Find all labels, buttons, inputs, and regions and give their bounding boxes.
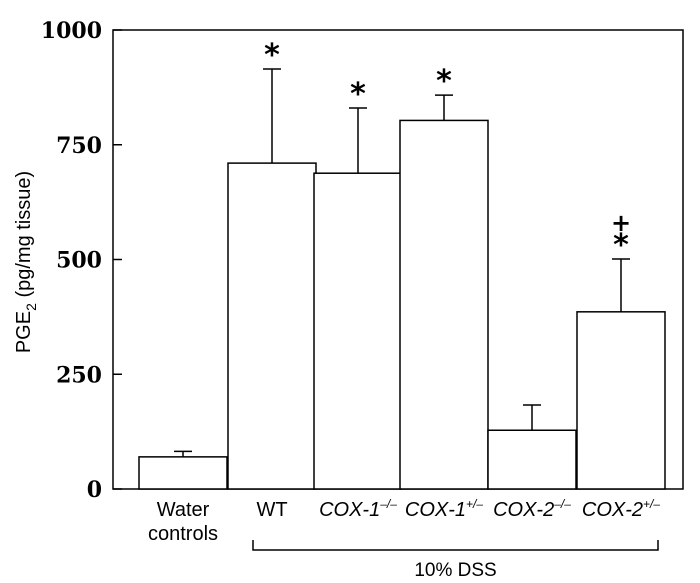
significance-plus: + bbox=[611, 209, 631, 237]
y-tick-label: 0 bbox=[87, 477, 102, 503]
bar bbox=[487, 429, 577, 490]
group-bracket-line bbox=[252, 540, 659, 551]
y-tick-label: 250 bbox=[56, 362, 102, 388]
category-label: WT bbox=[256, 499, 287, 521]
bar bbox=[399, 119, 489, 490]
bar bbox=[227, 162, 317, 490]
significance-asterisk: * bbox=[613, 228, 629, 263]
significance-asterisk: * bbox=[264, 38, 280, 73]
bar bbox=[576, 311, 666, 490]
significance-asterisk: * bbox=[350, 77, 366, 112]
category-label: COX-2+/– bbox=[582, 497, 660, 521]
category-label-line2: controls bbox=[148, 523, 218, 545]
category-label: COX-2–/– bbox=[493, 497, 571, 521]
y-ticks: 0 250 500 750 1000 bbox=[41, 18, 122, 503]
y-tick-label: 1000 bbox=[41, 18, 102, 44]
significance-marks: ** **+ bbox=[264, 38, 631, 263]
bar bbox=[138, 456, 228, 490]
error-bars bbox=[174, 68, 630, 457]
category-label: COX-1–/– bbox=[319, 497, 397, 521]
y-axis-label: PGE2 (pg/mg tissue) bbox=[13, 171, 39, 353]
bars bbox=[138, 119, 666, 490]
y-tick-label: 500 bbox=[56, 248, 102, 274]
group-label: 10% DSS bbox=[414, 560, 496, 581]
significance-asterisk: * bbox=[436, 64, 452, 99]
y-tick-label: 750 bbox=[56, 133, 102, 159]
bar bbox=[313, 172, 403, 490]
category-label: Water bbox=[157, 499, 210, 521]
group-bracket: 10% DSS bbox=[252, 540, 659, 581]
category-label: COX-1+/– bbox=[405, 497, 483, 521]
